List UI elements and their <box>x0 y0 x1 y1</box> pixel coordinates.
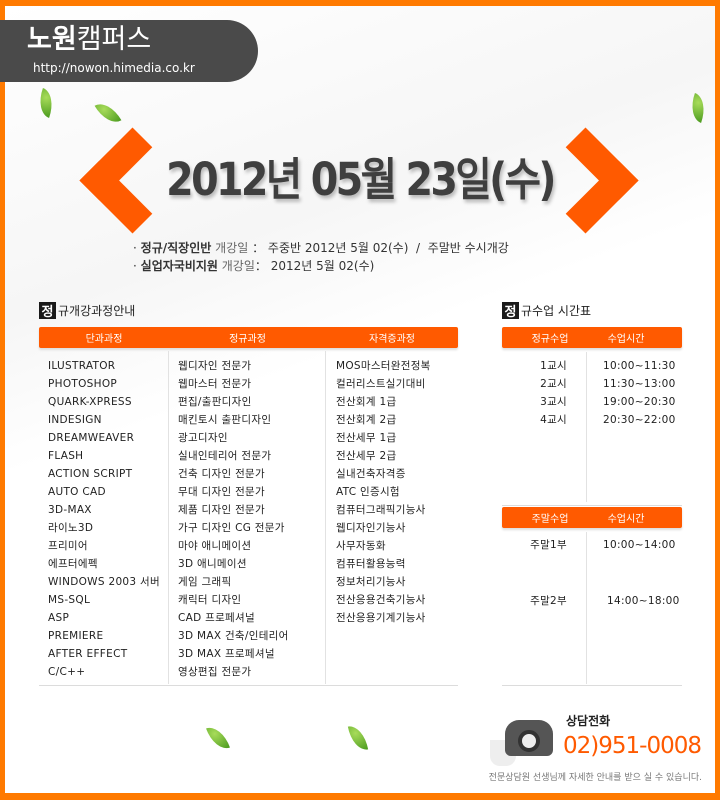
course-item[interactable]: ACTION SCRIPT <box>48 468 133 480</box>
course-item[interactable]: PREMIERE <box>48 630 104 642</box>
course-item[interactable]: 전산세무 1급 <box>336 432 397 444</box>
course-item[interactable]: 실내건축자격증 <box>336 468 406 480</box>
course-item[interactable]: 마야 애니메이션 <box>178 540 252 552</box>
course-item[interactable]: MS-SQL <box>48 594 91 606</box>
contact-label: 상담전화 <box>566 714 611 728</box>
course-item[interactable]: 전산세무 2급 <box>336 450 397 462</box>
course-item[interactable]: WINDOWS 2003 서버 <box>48 576 160 588</box>
course-item[interactable]: 가구 디자인 CG 전문가 <box>178 522 285 534</box>
schedule-period: 2교시 <box>540 378 567 390</box>
divider <box>325 351 326 684</box>
courses-table-header: 단과과정 정규과정 자격증과정 <box>39 327 458 348</box>
page-frame <box>5 6 715 793</box>
event-date-title: 2012년 05월 23일(수) <box>166 153 556 206</box>
site-url[interactable]: http://nowon.himedia.co.kr <box>33 61 195 75</box>
course-item[interactable]: 웹디자인기능사 <box>336 522 406 534</box>
divider <box>39 685 458 686</box>
info-line-regular: · 정규/직장인반 개강일 ： 주중반 2012년 5월 02(수) / 주말반… <box>133 241 509 255</box>
course-item[interactable]: PHOTOSHOP <box>48 378 118 390</box>
course-item[interactable]: 라이노3D <box>48 522 94 534</box>
divider <box>168 351 169 684</box>
course-item[interactable]: FLASH <box>48 450 84 462</box>
course-item[interactable]: 웹마스터 전문가 <box>178 378 252 390</box>
divider <box>502 505 682 506</box>
course-item[interactable]: CAD 프로페셔널 <box>178 612 255 624</box>
course-item[interactable]: 제품 디자인 전문가 <box>178 504 265 516</box>
course-item[interactable]: DREAMWEAVER <box>48 432 135 444</box>
course-item[interactable]: AFTER EFFECT <box>48 648 128 660</box>
course-item[interactable]: 전산응용건축기능사 <box>336 594 426 606</box>
course-item[interactable]: 전산회계 1급 <box>336 396 397 408</box>
course-item[interactable]: 캐릭터 디자인 <box>178 594 242 606</box>
schedule-time: 10:00~14:00 <box>603 539 676 551</box>
course-item[interactable]: 정보처리기능사 <box>336 576 406 588</box>
course-item[interactable]: 컬러리스트실기대비 <box>336 378 426 390</box>
course-item[interactable]: QUARK-XPRESS <box>48 396 132 408</box>
schedule-period: 4교시 <box>540 414 567 426</box>
schedule-time: 10:00~11:30 <box>603 360 676 372</box>
course-item[interactable]: 3D 애니메이션 <box>178 558 247 570</box>
course-item[interactable]: 전산응용기계기능사 <box>336 612 426 624</box>
schedule-time: 14:00~18:00 <box>607 595 680 607</box>
course-item[interactable]: 컴퓨터활용능력 <box>336 558 406 570</box>
schedule-period: 주말1부 <box>530 539 567 551</box>
course-item[interactable]: 편집/출판디자인 <box>178 396 252 408</box>
telephone-icon <box>505 720 553 756</box>
contact-note: 전문상담원 선생님께 자세한 안내를 받으 실 수 있습니다. <box>488 773 702 783</box>
course-item[interactable]: 광고디자인 <box>178 432 228 444</box>
course-item[interactable]: ASP <box>48 612 70 624</box>
divider <box>586 352 587 502</box>
course-item[interactable]: 매킨토시 출판디자인 <box>178 414 272 426</box>
course-item[interactable]: ILUSTRATOR <box>48 360 116 372</box>
weekend-schedule-header: 주말수업 수업시간 <box>502 507 682 528</box>
course-item[interactable]: 전산회계 2급 <box>336 414 397 426</box>
schedule-period: 3교시 <box>540 396 567 408</box>
logo-bold: 노원 <box>27 24 77 55</box>
schedule-period: 1교시 <box>540 360 567 372</box>
schedule-period: 주말2부 <box>530 595 567 607</box>
course-item[interactable]: 사무자동화 <box>336 540 386 552</box>
course-item[interactable]: 컴퓨터그래픽기능사 <box>336 504 426 516</box>
course-item[interactable]: 건축 디자인 전문가 <box>178 468 265 480</box>
courses-section-title: 정 규개강과정안내 <box>39 302 135 320</box>
course-item[interactable]: 3D MAX 건축/인테리어 <box>178 630 289 642</box>
course-item[interactable]: 3D-MAX <box>48 504 92 516</box>
course-item[interactable]: ATC 인증시험 <box>336 486 400 498</box>
course-item[interactable]: 에프터에펙 <box>48 558 98 570</box>
info-line-unemployed: · 실업자국비지원 개강일： 2012년 5월 02(수) <box>133 259 375 273</box>
schedule-time: 20:30~22:00 <box>603 414 676 426</box>
weekday-schedule-header: 정규수업 수업시간 <box>502 327 682 348</box>
course-item[interactable]: 게임 그래픽 <box>178 576 232 588</box>
short-course-list: ILUSTRATOR PHOTOSHOP QUARK-XPRESS INDESIGN D… <box>48 357 160 681</box>
schedule-section-title: 정 규수업 시간표 <box>502 302 591 320</box>
course-item[interactable]: 웹디자인 전문가 <box>178 360 252 372</box>
course-item[interactable]: AUTO CAD <box>48 486 106 498</box>
course-item[interactable]: 실내인테리어 전문가 <box>178 450 272 462</box>
schedule-time: 11:30~13:00 <box>603 378 676 390</box>
course-item[interactable]: 프리미어 <box>48 540 88 552</box>
course-item[interactable]: C/C++ <box>48 666 86 678</box>
schedule-time: 19:00~20:30 <box>603 396 676 408</box>
logo-light: 캠퍼스 <box>76 24 152 55</box>
course-item[interactable]: 무대 디자인 전문가 <box>178 486 265 498</box>
course-item[interactable]: MOS마스터완전정복 <box>336 360 431 372</box>
divider <box>586 532 587 684</box>
contact-phone[interactable]: 02)951-0008 <box>563 733 702 759</box>
course-item[interactable]: INDESIGN <box>48 414 102 426</box>
divider <box>502 685 682 686</box>
course-item[interactable]: 3D MAX 프로페셔널 <box>178 648 275 660</box>
course-item[interactable]: 영상편집 전문가 <box>178 666 252 678</box>
campus-logo[interactable]: 노원캠퍼스 http://nowon.himedia.co.kr <box>0 20 258 82</box>
